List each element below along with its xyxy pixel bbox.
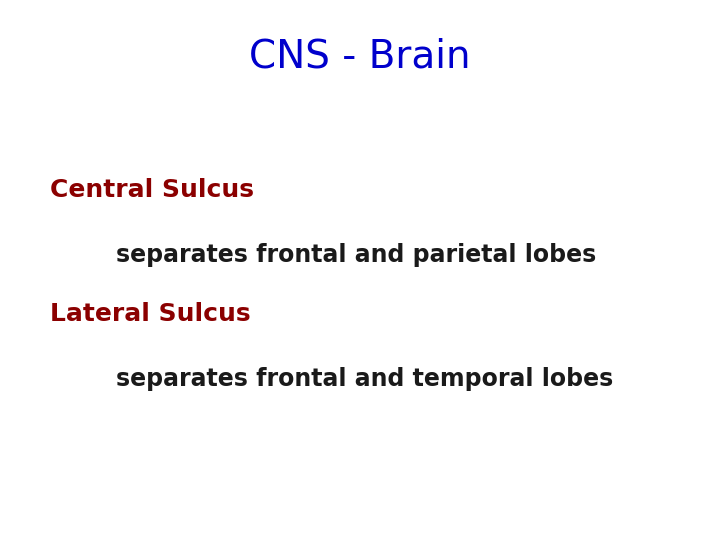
Text: separates frontal and parietal lobes: separates frontal and parietal lobes [50,243,597,267]
Text: Central Sulcus: Central Sulcus [50,178,254,202]
Text: Lateral Sulcus: Lateral Sulcus [50,302,251,326]
Text: CNS - Brain: CNS - Brain [249,38,471,76]
Text: separates frontal and temporal lobes: separates frontal and temporal lobes [50,367,613,391]
